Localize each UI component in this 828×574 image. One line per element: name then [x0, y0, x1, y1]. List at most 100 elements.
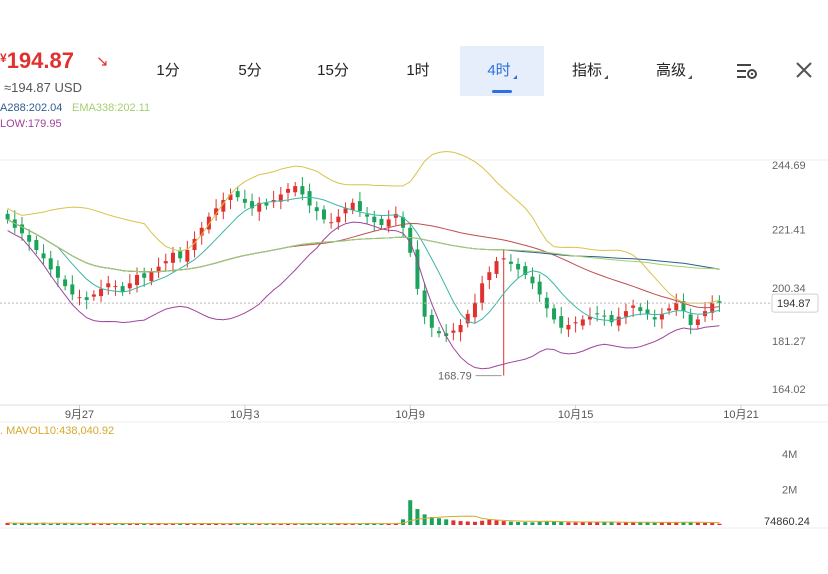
- candle-body: [206, 216, 211, 230]
- candle-body: [228, 194, 233, 200]
- volume-bar: [544, 521, 549, 525]
- candle-body: [573, 322, 578, 324]
- ema338-label: EMA338:202.11: [72, 102, 151, 114]
- candle-body: [235, 191, 240, 198]
- volume-bar: [580, 522, 585, 525]
- volume-bar: [206, 523, 211, 525]
- candle-body: [300, 186, 305, 195]
- tab-label: 高级: [655, 62, 686, 79]
- candle-body: [41, 253, 46, 259]
- candle-body: [681, 301, 686, 312]
- volume-bar: [487, 519, 492, 525]
- tab-1m[interactable]: 1分: [138, 46, 198, 96]
- candle-body: [559, 316, 564, 328]
- volume-bar: [645, 522, 650, 525]
- candle-body: [616, 316, 621, 326]
- volume-bar: [41, 522, 46, 525]
- volume-bar: [401, 519, 406, 525]
- y-tick-label: 164.02: [772, 384, 806, 396]
- volume-bar: [695, 522, 700, 525]
- volume-bar: [221, 523, 226, 525]
- volume-bar: [27, 523, 32, 525]
- volume-bar: [566, 522, 571, 525]
- candle-body: [552, 308, 557, 320]
- tab-4h[interactable]: 4时: [460, 46, 544, 96]
- volume-bar: [465, 521, 470, 525]
- tab-indicators[interactable]: 指标: [560, 46, 620, 96]
- mavol-line: [7, 515, 720, 525]
- candle-body: [91, 294, 96, 297]
- volume-bar: [149, 523, 154, 525]
- y-tick-label: 200.34: [772, 283, 806, 295]
- volume-bar: [135, 523, 140, 525]
- candle-body: [609, 315, 614, 323]
- x-tick-label: 10月3: [230, 409, 259, 421]
- price-usd: ≈194.87 USD: [4, 80, 82, 95]
- volume-bar: [681, 521, 686, 525]
- volume-bar: [314, 523, 319, 525]
- candle-body: [127, 283, 132, 289]
- candle-body: [329, 222, 334, 224]
- candle-body: [659, 313, 664, 320]
- candle-body: [113, 286, 118, 288]
- volume-bar: [127, 523, 132, 525]
- volume-bar: [717, 523, 722, 525]
- volume-bar: [552, 521, 557, 525]
- price-value: 194.87: [6, 48, 74, 73]
- y-tick-label: 181.27: [772, 336, 806, 348]
- last-price-value: 194.87: [777, 298, 811, 310]
- candle-body: [688, 314, 693, 325]
- candle-body: [587, 316, 592, 320]
- candle-body: [501, 258, 506, 260]
- timeframe-tabs: 1分 5分 15分 1时 4时 指标 高级: [130, 46, 828, 96]
- candle-body: [595, 313, 600, 315]
- candle-body: [106, 283, 111, 288]
- candle-body: [465, 313, 470, 324]
- volume-bar: [587, 521, 592, 525]
- candle-body: [674, 302, 679, 310]
- candle-body: [631, 305, 636, 308]
- trend-down-arrow-icon: ↘: [96, 53, 109, 70]
- candle-body: [293, 186, 298, 193]
- volume-bar: [595, 521, 600, 525]
- volume-bar: [386, 523, 391, 525]
- tab-1h[interactable]: 1时: [388, 46, 448, 96]
- volume-bar: [235, 523, 240, 525]
- volume-bar: [185, 523, 190, 525]
- candle-body: [278, 194, 283, 202]
- volume-bar: [156, 523, 161, 525]
- candle-body: [63, 279, 68, 287]
- mavol-label: . MAVOL10:438,040.92: [0, 425, 115, 437]
- currency-symbol: ¥: [0, 51, 7, 65]
- close-icon[interactable]: [794, 60, 814, 80]
- volume-bar: [659, 522, 664, 525]
- candle-body: [135, 275, 140, 285]
- volume-bar: [444, 519, 449, 525]
- tab-5m[interactable]: 5分: [220, 46, 280, 96]
- volume-bar: [214, 523, 219, 525]
- volume-bar: [703, 522, 708, 525]
- candle-body: [307, 191, 312, 206]
- candle-body: [286, 188, 291, 193]
- candle-body: [48, 258, 53, 270]
- volume-bar: [343, 523, 348, 525]
- candle-body: [199, 227, 204, 236]
- volume-bar: [372, 523, 377, 525]
- candle-body: [350, 202, 355, 210]
- volume-bar: [336, 523, 341, 525]
- volume-bar: [530, 522, 535, 525]
- candle-body: [149, 272, 154, 282]
- volume-bar: [652, 522, 657, 525]
- x-tick-label: 10月15: [558, 409, 593, 421]
- tab-15m[interactable]: 15分: [300, 46, 366, 96]
- candle-body: [379, 218, 384, 225]
- candle-body: [120, 286, 125, 292]
- volume-bar: [70, 523, 75, 525]
- tab-advanced[interactable]: 高级: [644, 46, 704, 96]
- volume-bar: [602, 522, 607, 525]
- candle-body: [508, 261, 513, 264]
- volume-bar: [494, 520, 499, 525]
- volume-bar: [609, 522, 614, 525]
- chart-settings-icon[interactable]: [736, 62, 758, 80]
